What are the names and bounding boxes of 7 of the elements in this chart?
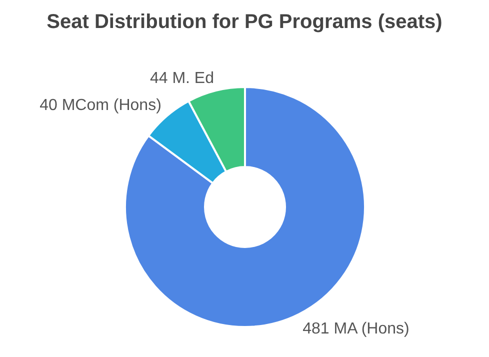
slice-label: MA (Hons)	[334, 320, 410, 338]
slice-label: M. Ed	[172, 70, 214, 87]
chart-title: Seat Distribution for PG Programs (seats)	[46, 11, 442, 33]
data-label: 44	[150, 70, 168, 87]
data-label: 481	[302, 320, 330, 338]
data-label: 40	[40, 97, 58, 114]
slice-label: MCom (Hons)	[62, 97, 162, 114]
